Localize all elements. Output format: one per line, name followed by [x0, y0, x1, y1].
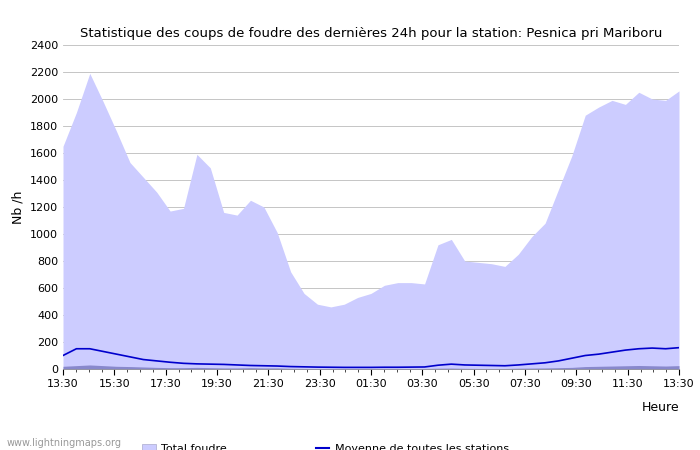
Text: Heure: Heure — [641, 401, 679, 414]
Text: www.lightningmaps.org: www.lightningmaps.org — [7, 438, 122, 448]
Y-axis label: Nb /h: Nb /h — [11, 190, 25, 224]
Title: Statistique des coups de foudre des dernières 24h pour la station: Pesnica pri M: Statistique des coups de foudre des dern… — [80, 27, 662, 40]
